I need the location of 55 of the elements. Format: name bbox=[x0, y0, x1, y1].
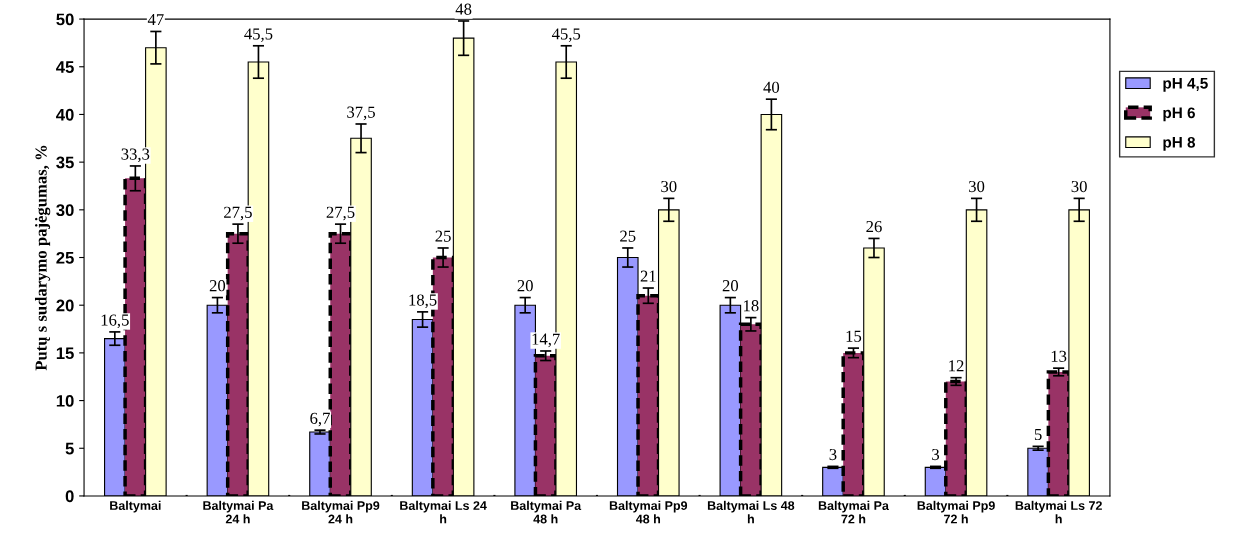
data-label: 26 bbox=[866, 220, 882, 233]
data-label: 12 bbox=[949, 360, 964, 372]
x-tick-label: Baltymai Pp9 48 h bbox=[609, 500, 688, 524]
data-label: 20 bbox=[517, 280, 533, 292]
data-label: 27,5 bbox=[224, 206, 252, 221]
data-label: 40 bbox=[763, 81, 780, 93]
x-tick-label: Baltymai Ls 48 h bbox=[707, 500, 795, 524]
y-tick-label: 40 bbox=[56, 108, 74, 121]
x-tick-label: Baltymai Ls 72 h bbox=[1015, 500, 1102, 524]
data-label: 20 bbox=[722, 280, 739, 292]
data-label: 45,5 bbox=[244, 28, 273, 42]
data-label: 30 bbox=[969, 180, 985, 193]
data-label: 18 bbox=[744, 300, 759, 312]
y-tick-label: 25 bbox=[56, 251, 74, 264]
data-label: 48 bbox=[455, 3, 472, 15]
y-tick-label: 10 bbox=[56, 394, 74, 407]
y-tick-label: 35 bbox=[56, 156, 74, 169]
data-label: 25 bbox=[435, 230, 451, 242]
legend-label: pH 4,5 bbox=[1163, 78, 1208, 92]
data-label: 5 bbox=[1034, 429, 1042, 441]
data-label: 47 bbox=[147, 14, 164, 26]
y-axis-title: Putų s sudarymo pajėgumas, % bbox=[34, 145, 51, 371]
x-tick-label: Baltymai Pp9 24 h bbox=[302, 500, 380, 524]
legend-label: pH 6 bbox=[1163, 107, 1195, 122]
data-label: 27,5 bbox=[326, 206, 355, 221]
y-tick-label: 0 bbox=[65, 490, 74, 503]
data-label: 37,5 bbox=[347, 106, 375, 121]
y-tick-label: 5 bbox=[65, 442, 74, 455]
x-tick-label: Baltymai Pa 24 h bbox=[203, 500, 274, 524]
data-label: 30 bbox=[1071, 180, 1087, 193]
x-tick-label: Baltymai bbox=[110, 500, 161, 513]
x-tick-label: Baltymai Pp9 72 h bbox=[917, 500, 995, 524]
y-tick-label: 20 bbox=[56, 299, 74, 312]
data-label: 45,5 bbox=[551, 28, 581, 42]
y-tick-label: 45 bbox=[56, 61, 74, 73]
data-label: 6,7 bbox=[310, 412, 330, 427]
data-label: 33,3 bbox=[121, 148, 150, 163]
data-label: 30 bbox=[661, 180, 677, 193]
data-label: 3 bbox=[829, 448, 837, 461]
data-label: 14,7 bbox=[532, 333, 560, 348]
y-tick-label: 50 bbox=[56, 13, 74, 26]
y-tick-label: 15 bbox=[56, 347, 74, 360]
x-tick-label: Baltymai Pa 72 h bbox=[818, 500, 889, 524]
data-label: 16,5 bbox=[101, 314, 129, 329]
data-label: 3 bbox=[932, 448, 940, 461]
data-label: 18,5 bbox=[409, 294, 437, 309]
y-tick-label: 30 bbox=[56, 204, 74, 217]
data-label: 20 bbox=[209, 280, 226, 292]
data-label: 13 bbox=[1051, 350, 1067, 362]
x-tick-label: Baltymai Pa 48 h bbox=[511, 500, 582, 524]
legend-label: pH 8 bbox=[1163, 136, 1196, 151]
x-tick-label: Baltymai Ls 24 h bbox=[400, 500, 487, 524]
data-label: 25 bbox=[620, 230, 636, 242]
data-label: 21 bbox=[640, 270, 656, 282]
data-label: 15 bbox=[846, 330, 862, 342]
